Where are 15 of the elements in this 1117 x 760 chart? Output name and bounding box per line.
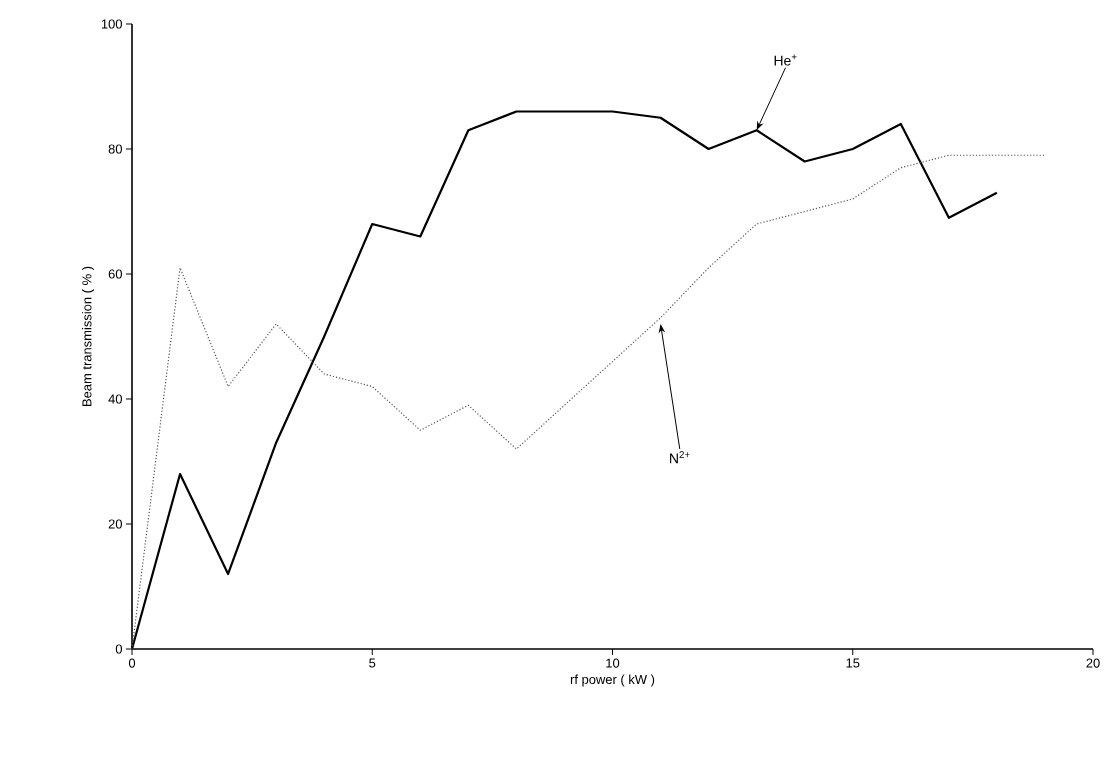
annotation: He$^{+}$ [774,54,797,66]
x-tick-label: 5 [369,658,376,668]
y-tick-label: 20 [108,519,122,529]
y-tick-label: 80 [108,144,122,154]
y-tick-label: 40 [108,394,122,404]
y-tick-label: 0 [115,644,122,654]
x-tick-label: 20 [1086,658,1100,668]
x-tick-label: 0 [128,658,136,668]
y-tick-label: 100 [101,19,122,29]
y-axis-title: Beam transmission ( % ) [81,266,95,406]
x-tick-label: 10 [606,658,620,668]
annotation: N$^{2+}$ [670,451,690,464]
x-tick-label: 15 [846,658,860,668]
x-axis-title: rf power ( kW ) [570,674,655,687]
y-tick-label: 60 [108,269,122,279]
